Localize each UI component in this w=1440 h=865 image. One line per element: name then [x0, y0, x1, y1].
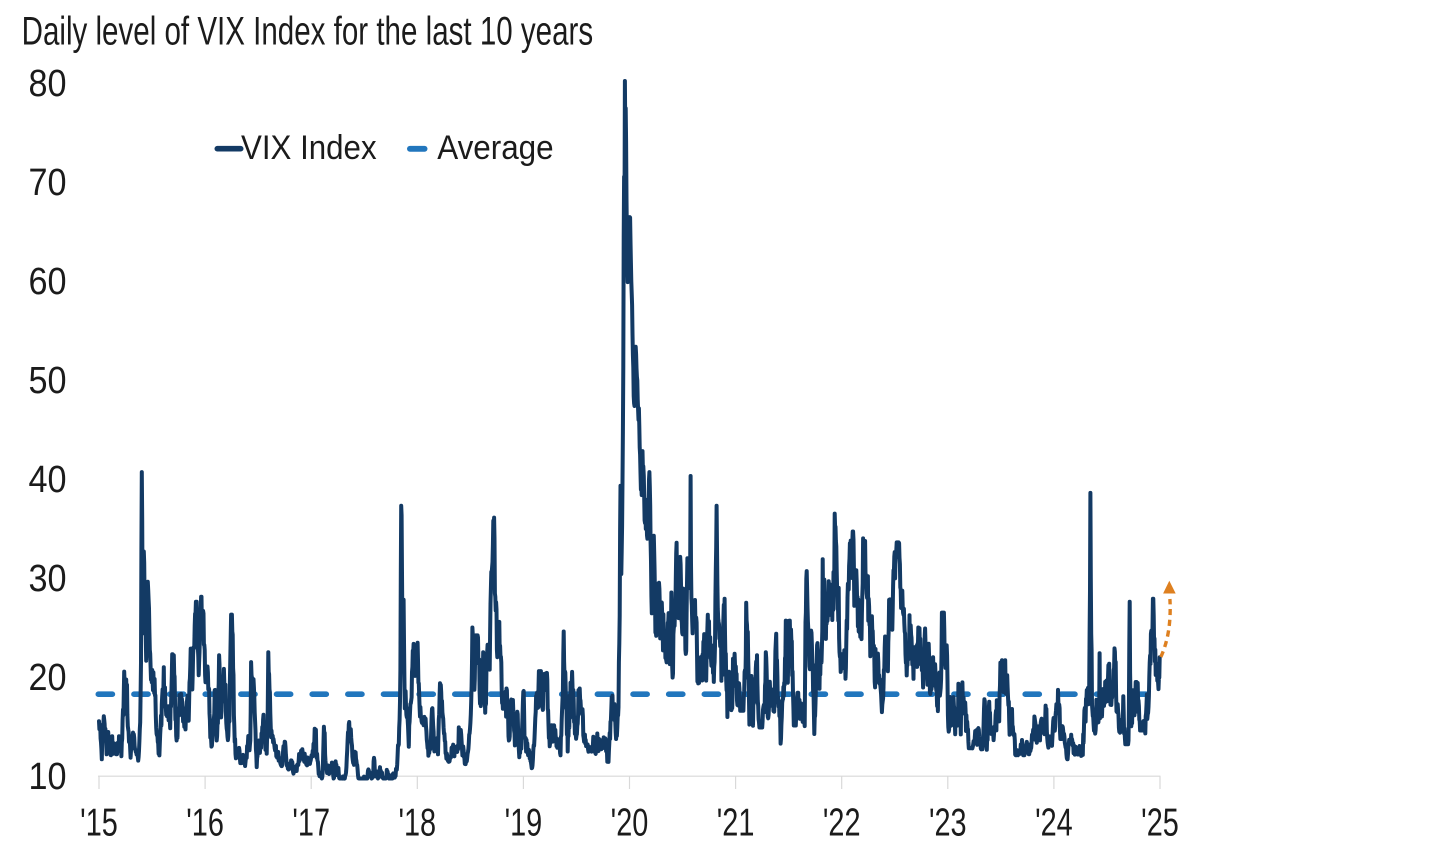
- svg-text:'15: '15: [80, 801, 118, 844]
- svg-text:60: 60: [28, 259, 66, 302]
- svg-text:70: 70: [28, 160, 66, 203]
- svg-text:'21: '21: [717, 801, 755, 844]
- svg-text:Average: Average: [437, 128, 553, 166]
- svg-text:'18: '18: [398, 801, 436, 844]
- svg-text:30: 30: [28, 556, 66, 599]
- svg-text:80: 80: [28, 61, 66, 104]
- svg-text:'22: '22: [823, 801, 861, 844]
- svg-text:20: 20: [28, 655, 66, 698]
- svg-text:VIX Index: VIX Index: [241, 128, 377, 167]
- svg-text:Daily level of VIX Index for t: Daily level of VIX Index for the last 10…: [22, 9, 594, 53]
- svg-text:'16: '16: [186, 801, 224, 844]
- svg-text:'20: '20: [611, 801, 649, 844]
- svg-text:10: 10: [28, 754, 66, 797]
- svg-text:'23: '23: [929, 801, 967, 844]
- svg-text:'25: '25: [1141, 801, 1179, 844]
- svg-text:'19: '19: [505, 801, 543, 844]
- svg-text:40: 40: [28, 457, 66, 500]
- svg-text:'17: '17: [292, 801, 330, 844]
- svg-text:50: 50: [28, 358, 66, 401]
- svg-text:'24: '24: [1035, 801, 1073, 844]
